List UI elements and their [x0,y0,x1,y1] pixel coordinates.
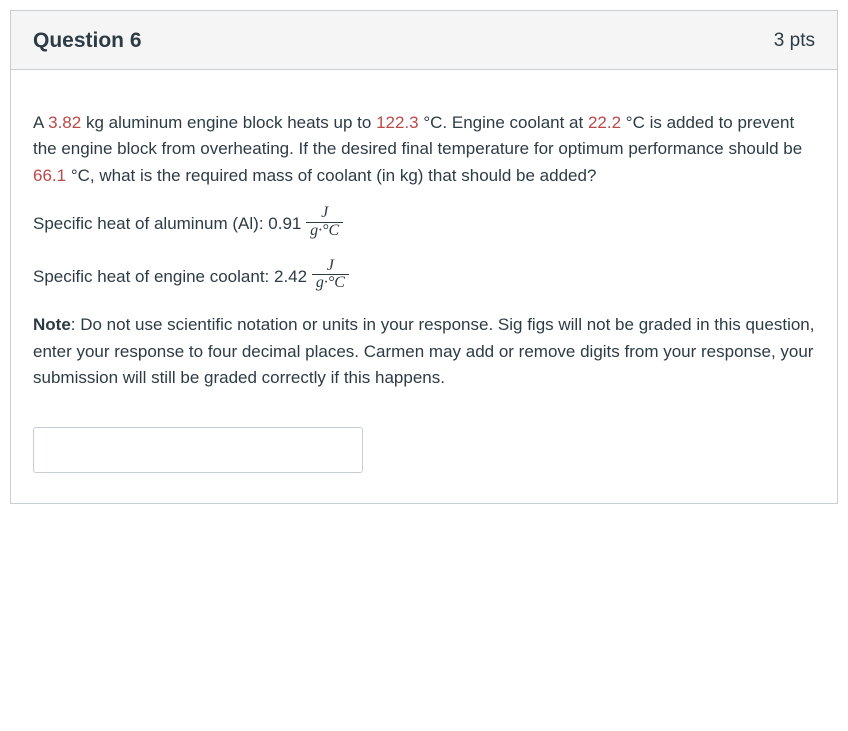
note-body: : Do not use scientific notation or unit… [33,315,814,387]
question-card: Question 6 3 pts A 3.82 kg aluminum engi… [10,10,838,504]
question-body: A 3.82 kg aluminum engine block heats up… [11,70,837,503]
fraction-denominator: g·°C [306,222,343,240]
fraction-unit: Jg·°C [312,258,349,293]
fraction-unit: Jg·°C [306,205,343,240]
note-label: Note [33,315,71,334]
fraction-numerator: J [306,205,343,222]
prompt-text: A [33,113,48,132]
fraction-denominator: g·°C [312,274,349,292]
sh-al-text: Specific heat of aluminum (Al): 0.91 [33,214,306,233]
specific-heat-coolant: Specific heat of engine coolant: 2.42 Jg… [33,260,815,295]
question-prompt: A 3.82 kg aluminum engine block heats up… [33,110,815,189]
value-temp-final: 66.1 [33,166,66,185]
prompt-text: °C. Engine coolant at [419,113,588,132]
question-points: 3 pts [774,30,815,52]
question-title: Question 6 [33,29,142,53]
specific-heat-aluminum: Specific heat of aluminum (Al): 0.91 Jg·… [33,207,815,242]
value-mass: 3.82 [48,113,81,132]
prompt-text: °C, what is the required mass of coolant… [66,166,596,185]
prompt-text: kg aluminum engine block heats up to [81,113,376,132]
question-header: Question 6 3 pts [11,11,837,70]
value-temp-coolant: 22.2 [588,113,621,132]
sh-coolant-text: Specific heat of engine coolant: 2.42 [33,266,312,285]
answer-input[interactable] [33,427,363,473]
fraction-numerator: J [312,258,349,275]
value-temp-hot: 122.3 [376,113,419,132]
note-paragraph: Note: Do not use scientific notation or … [33,312,815,391]
